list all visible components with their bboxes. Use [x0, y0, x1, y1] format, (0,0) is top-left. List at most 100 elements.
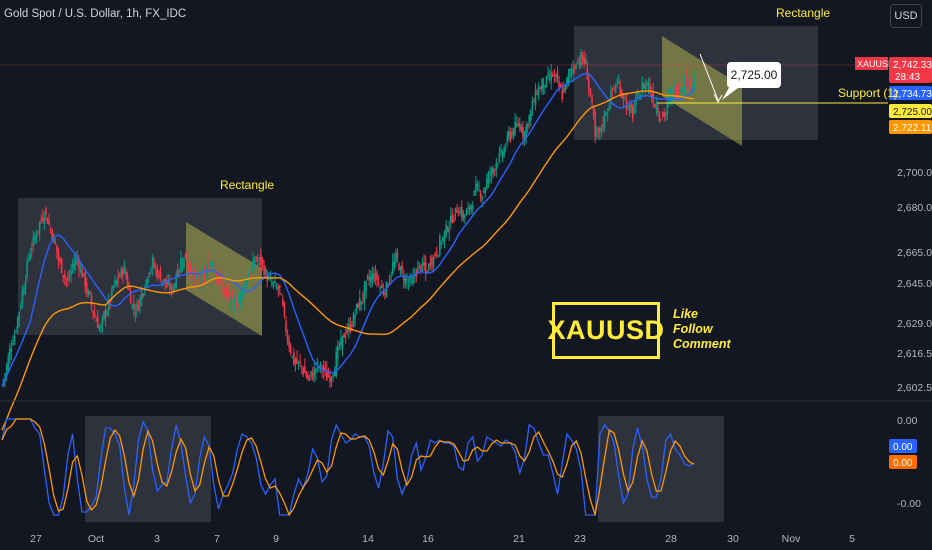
candle-body [489, 173, 491, 175]
candle-body [23, 288, 25, 295]
candle-body [569, 68, 571, 77]
candle-body [70, 270, 72, 276]
candle-body [219, 273, 221, 278]
osc-value-label: 0.00 [893, 458, 913, 469]
price-label-box [889, 86, 932, 100]
candle-body [56, 244, 58, 253]
flag-channel-right [662, 36, 742, 146]
oscillator-fast-line [1, 418, 695, 516]
candle-body [460, 206, 463, 218]
x-tick-label: 3 [154, 533, 160, 545]
price-label-box [889, 57, 932, 83]
promo-badge: XAUUSD [548, 302, 664, 359]
candle-body [683, 76, 686, 92]
candle-body [302, 368, 305, 375]
candle-body [49, 228, 52, 230]
candle-body [468, 207, 471, 210]
candle-body [180, 258, 182, 273]
target-price-callout: 2,725.00 [727, 62, 781, 88]
candle-body [239, 291, 242, 302]
candle-body [337, 346, 339, 359]
candle-body [101, 318, 104, 325]
candle-body [354, 314, 356, 320]
candle-body [653, 104, 656, 107]
candle-body [256, 260, 259, 262]
candle-body [614, 89, 617, 93]
candle-body [464, 214, 466, 218]
candle-body [125, 272, 127, 277]
candle-body [561, 90, 563, 100]
candle-body [224, 289, 226, 292]
candle-body [583, 57, 585, 64]
candle-body [327, 373, 330, 377]
candle-body [379, 286, 381, 289]
candle-body [404, 278, 407, 285]
candle-body [627, 105, 629, 107]
candle-body [131, 304, 134, 308]
candle-body [297, 361, 300, 363]
candle-body [261, 258, 264, 264]
chart-title: Gold Spot / U.S. Dollar, 1h, FX_IDC [4, 8, 187, 20]
candle-body [520, 126, 523, 131]
candle-body [545, 76, 548, 88]
candle-body [5, 364, 8, 375]
candle-body [556, 71, 559, 79]
candle-body [385, 282, 388, 297]
candle-body [514, 121, 516, 135]
candle-body [611, 88, 614, 90]
candle-body [343, 333, 345, 338]
candle-body [332, 374, 334, 378]
candle-body [448, 229, 451, 233]
candle-body [241, 288, 243, 297]
candle-body [9, 348, 11, 360]
candle-body [638, 99, 640, 101]
candle-body [575, 67, 578, 69]
oscillator-slow-line [1, 418, 695, 517]
currency-button[interactable]: USD [890, 4, 922, 28]
candle-body [600, 128, 603, 131]
candle-body [650, 93, 653, 97]
candle-body [95, 319, 97, 322]
ma-fast-line [1, 72, 695, 387]
candle-body [644, 84, 647, 92]
candle-body [407, 281, 410, 284]
price-label-box [889, 104, 932, 118]
candle-body [406, 279, 408, 281]
candle-body [114, 280, 116, 284]
candle-body [150, 270, 152, 272]
candle-body [506, 135, 509, 142]
candle-body [512, 128, 515, 135]
candle-body [558, 81, 560, 88]
candle-body [462, 213, 465, 220]
candle-body [137, 305, 140, 311]
candle-body [111, 288, 113, 299]
candle-body [32, 236, 35, 247]
candle-body [693, 76, 695, 88]
candle-body [140, 291, 143, 301]
candle-body [217, 278, 220, 281]
candle-body [216, 271, 218, 279]
candle-body [134, 311, 137, 314]
candle-body [550, 72, 553, 81]
candle-body [112, 285, 115, 289]
candle-body [409, 276, 411, 281]
candle-body [344, 335, 347, 338]
candle-body [128, 285, 130, 290]
candle-body [35, 235, 38, 237]
candle-body [682, 88, 684, 91]
candle-body [522, 127, 524, 137]
x-tick-label: 5 [849, 533, 855, 545]
candle-body [418, 262, 421, 265]
candle-body [21, 291, 24, 303]
candle-body [373, 274, 375, 281]
candle-body [87, 291, 90, 294]
price-name-tag [855, 57, 888, 70]
candle-body [476, 183, 479, 189]
candle-body [624, 97, 626, 99]
candle-body [304, 366, 306, 374]
candle-body [437, 255, 440, 258]
y-tick-label: 2,680.00 [897, 202, 932, 214]
osc-y-tick-label: 0.00 [897, 415, 918, 427]
candle-body [85, 282, 88, 294]
